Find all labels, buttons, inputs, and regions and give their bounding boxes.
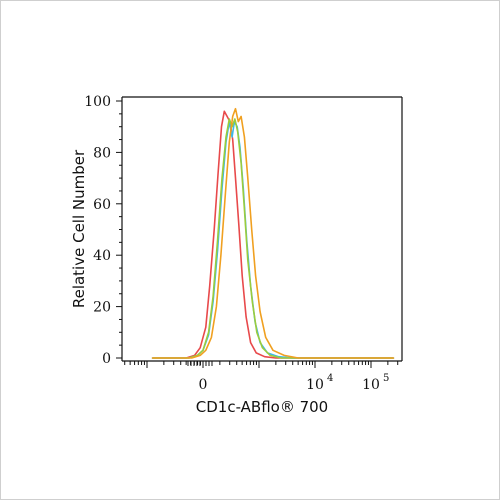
x-tick-label: 10 5 (362, 373, 389, 393)
histogram-series-2 (151, 120, 395, 359)
x-tick-label: 0 (199, 377, 208, 393)
x-tick-label: 10 4 (306, 373, 333, 393)
y-tick-label: 40 (93, 248, 111, 264)
x-ticks: 0 10 4 10 5 (124, 361, 399, 393)
x-axis-label: CD1c-ABflo® 700 (196, 398, 328, 416)
histogram-series-1 (151, 110, 395, 359)
y-tick-label: 60 (93, 197, 111, 213)
y-tick-label: 100 (84, 94, 111, 110)
y-tick-label: 80 (93, 145, 111, 161)
y-ticks: 0 20 40 60 80 100 (84, 94, 122, 367)
x-tick-base: 10 (362, 377, 380, 393)
x-tick-base: 10 (306, 377, 324, 393)
x-tick-exponent: 5 (383, 373, 389, 384)
y-tick-label: 0 (102, 351, 111, 367)
x-tick-exponent: 4 (327, 373, 333, 384)
y-tick-label: 20 (93, 300, 111, 316)
histogram-series-3 (151, 118, 395, 359)
series-layer (151, 107, 395, 359)
y-axis-label: Relative Cell Number (70, 149, 88, 308)
x-tick-base: 0 (199, 377, 208, 393)
histogram-series-4 (151, 107, 395, 359)
